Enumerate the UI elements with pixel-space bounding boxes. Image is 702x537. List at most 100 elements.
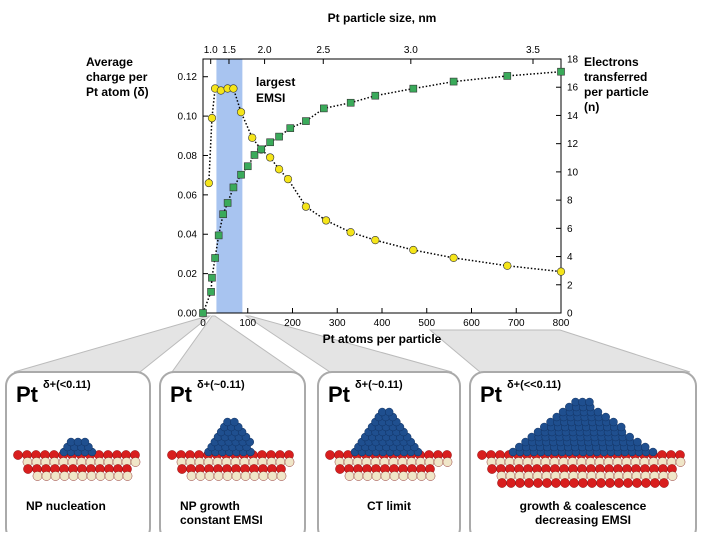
panel-element: Pt bbox=[170, 382, 193, 407]
y2-axis-label: transferred bbox=[584, 70, 647, 84]
x-tick-label: 400 bbox=[374, 318, 391, 329]
particle-atom bbox=[572, 398, 580, 406]
support-atom bbox=[515, 478, 524, 487]
data-point bbox=[230, 184, 237, 191]
particle-atom bbox=[385, 408, 393, 416]
particle-atom bbox=[579, 398, 587, 406]
panel-element: Pt bbox=[16, 382, 39, 407]
x2-tick-label: 1.0 bbox=[204, 45, 218, 56]
support-atom bbox=[632, 478, 641, 487]
data-point bbox=[504, 72, 511, 79]
data-point bbox=[266, 154, 274, 162]
support-atom bbox=[372, 471, 381, 480]
support-atom bbox=[96, 471, 105, 480]
data-point bbox=[320, 105, 327, 112]
support-atom bbox=[390, 471, 399, 480]
y-axis-label: charge per bbox=[86, 70, 148, 84]
data-point bbox=[557, 268, 565, 276]
data-point bbox=[410, 85, 417, 92]
support-atom bbox=[51, 471, 60, 480]
support-atom bbox=[23, 464, 32, 473]
x-tick-label: 600 bbox=[463, 318, 480, 329]
support-atom bbox=[487, 464, 496, 473]
y-axis-label: Average bbox=[86, 55, 133, 69]
data-point bbox=[208, 288, 215, 295]
data-point bbox=[276, 133, 283, 140]
data-point bbox=[284, 175, 292, 183]
data-point bbox=[224, 199, 231, 206]
data-point bbox=[258, 146, 265, 153]
x2-tick-label: 1.5 bbox=[222, 45, 236, 56]
support-atom bbox=[408, 471, 417, 480]
data-point bbox=[237, 108, 245, 116]
support-atom bbox=[250, 471, 259, 480]
data-point bbox=[238, 171, 245, 178]
data-point bbox=[410, 246, 418, 254]
support-atom bbox=[123, 471, 132, 480]
x2-tick-label: 3.5 bbox=[526, 45, 540, 56]
x2-axis-label: Pt particle size, nm bbox=[328, 11, 437, 25]
panel-charge: δ+(~0.11) bbox=[197, 379, 245, 391]
support-atom bbox=[268, 471, 277, 480]
support-atom bbox=[335, 464, 344, 473]
connector bbox=[430, 330, 690, 372]
data-point bbox=[504, 262, 512, 270]
support-atom bbox=[13, 450, 22, 459]
data-point bbox=[371, 236, 379, 244]
particle-atom bbox=[610, 418, 618, 426]
y2-tick-label: 8 bbox=[567, 196, 573, 207]
y-tick-label: 0.00 bbox=[178, 309, 198, 320]
support-atom bbox=[551, 478, 560, 487]
support-atom bbox=[69, 471, 78, 480]
series-line bbox=[209, 89, 561, 272]
data-point bbox=[267, 139, 274, 146]
y2-axis-label: Electrons bbox=[584, 55, 639, 69]
data-point bbox=[275, 165, 283, 173]
particle-atom bbox=[626, 433, 634, 441]
panel-charge: δ+(<0.11) bbox=[43, 379, 91, 391]
data-point bbox=[372, 92, 379, 99]
panel-charge: δ+(~0.11) bbox=[355, 379, 403, 391]
data-point bbox=[230, 85, 238, 93]
support-atom bbox=[676, 457, 685, 466]
x-tick-label: 100 bbox=[239, 318, 256, 329]
support-atom bbox=[232, 471, 241, 480]
support-atom bbox=[187, 471, 196, 480]
support-atom bbox=[78, 471, 87, 480]
panel-element: Pt bbox=[480, 382, 503, 407]
data-point bbox=[220, 211, 227, 218]
support-atom bbox=[417, 471, 426, 480]
panel-caption: CT limit bbox=[367, 499, 411, 513]
highlight-band bbox=[216, 59, 242, 313]
support-atom bbox=[363, 471, 372, 480]
data-point bbox=[251, 151, 258, 158]
x-tick-label: 800 bbox=[553, 318, 570, 329]
data-point bbox=[558, 68, 565, 75]
support-atom bbox=[42, 471, 51, 480]
annotation: largest bbox=[256, 75, 295, 89]
x-tick-label: 200 bbox=[284, 318, 301, 329]
support-atom bbox=[205, 471, 214, 480]
y2-tick-label: 4 bbox=[567, 252, 573, 263]
support-atom bbox=[87, 471, 96, 480]
support-atom bbox=[542, 478, 551, 487]
support-atom bbox=[650, 478, 659, 487]
support-atom bbox=[105, 471, 114, 480]
support-atom bbox=[497, 478, 506, 487]
support-atom bbox=[33, 471, 42, 480]
data-point bbox=[450, 254, 458, 262]
support-atom bbox=[668, 471, 677, 480]
y2-tick-label: 18 bbox=[567, 55, 579, 66]
particle-atom bbox=[634, 438, 642, 446]
x-tick-label: 0 bbox=[200, 318, 206, 329]
y-tick-label: 0.08 bbox=[178, 151, 198, 162]
particle-atom bbox=[230, 418, 238, 426]
data-point bbox=[200, 310, 207, 317]
support-atom bbox=[506, 478, 515, 487]
support-atom bbox=[569, 478, 578, 487]
data-point bbox=[322, 217, 330, 225]
